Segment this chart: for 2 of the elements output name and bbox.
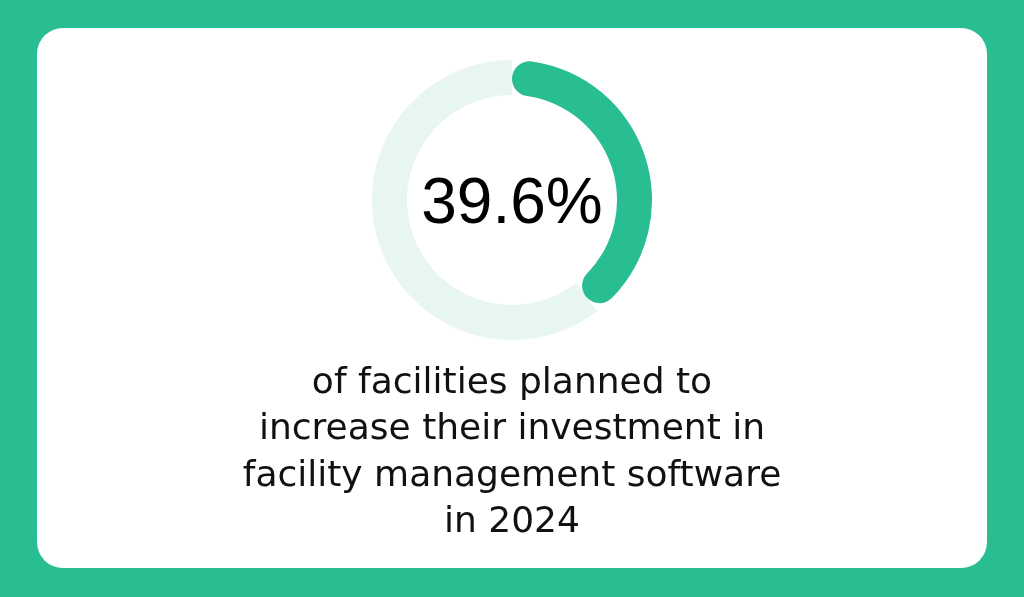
text: 39.6% (421, 165, 603, 237)
text: of facilities planned to increase their investment in facility management software in 2024 (242, 360, 782, 540)
